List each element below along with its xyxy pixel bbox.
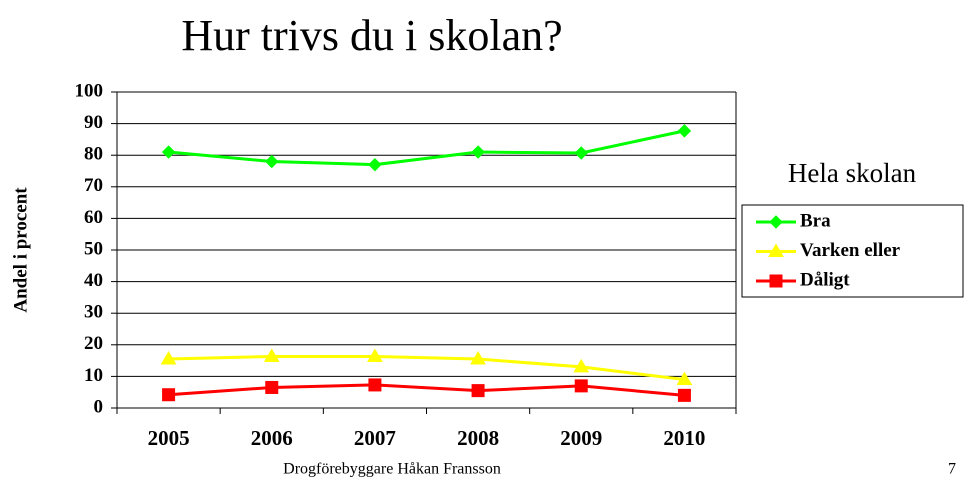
footer-author: Drogförebyggare Håkan Fransson bbox=[283, 461, 501, 478]
y-tick-label: 90 bbox=[84, 112, 103, 133]
legend-marker bbox=[769, 215, 783, 229]
marker bbox=[471, 145, 485, 159]
marker bbox=[677, 124, 692, 138]
marker bbox=[162, 388, 176, 402]
marker bbox=[368, 157, 382, 172]
chart-title: Hur trivs du i skolan? bbox=[181, 11, 562, 60]
series-line bbox=[168, 129, 685, 167]
marker bbox=[574, 146, 588, 160]
marker bbox=[471, 384, 485, 398]
y-tick-label: 50 bbox=[84, 238, 103, 259]
marker bbox=[573, 358, 590, 373]
x-tick-label: 2010 bbox=[663, 426, 705, 450]
legend-label: Dåligt bbox=[800, 269, 850, 290]
y-tick-label: 10 bbox=[84, 365, 103, 386]
x-tick-label: 2007 bbox=[354, 426, 396, 450]
marker bbox=[160, 351, 177, 365]
marker bbox=[161, 145, 176, 159]
y-tick-label: 70 bbox=[84, 175, 103, 196]
legend-label: Bra bbox=[800, 210, 831, 231]
y-tick-label: 80 bbox=[84, 144, 103, 165]
y-tick-label: 40 bbox=[84, 270, 103, 291]
y-tick-label: 30 bbox=[84, 302, 103, 323]
legend-marker bbox=[769, 274, 783, 288]
marker bbox=[470, 351, 486, 365]
y-tick-label: 100 bbox=[75, 80, 104, 101]
x-tick-label: 2005 bbox=[148, 426, 190, 450]
marker bbox=[263, 348, 280, 362]
x-tick-label: 2008 bbox=[457, 426, 499, 450]
marker bbox=[676, 371, 693, 386]
legend-title: Hela skolan bbox=[788, 158, 917, 188]
series-line bbox=[168, 383, 685, 397]
y-tick-label: 20 bbox=[84, 333, 103, 354]
x-tick-label: 2006 bbox=[251, 426, 293, 450]
marker bbox=[265, 380, 279, 394]
marker bbox=[677, 388, 691, 402]
x-tick-label: 2009 bbox=[560, 426, 602, 450]
marker bbox=[368, 378, 382, 392]
legend-marker bbox=[768, 243, 784, 257]
y-tick-label: 0 bbox=[94, 396, 104, 417]
series-line bbox=[168, 354, 685, 382]
legend-label: Varken eller bbox=[800, 240, 901, 261]
y-axis-label: Andel i procent bbox=[10, 187, 31, 313]
page-number: 7 bbox=[948, 461, 956, 478]
marker bbox=[367, 348, 383, 362]
y-tick-label: 60 bbox=[84, 207, 103, 228]
marker bbox=[574, 379, 588, 393]
legend-box bbox=[741, 204, 964, 298]
marker bbox=[265, 154, 279, 169]
